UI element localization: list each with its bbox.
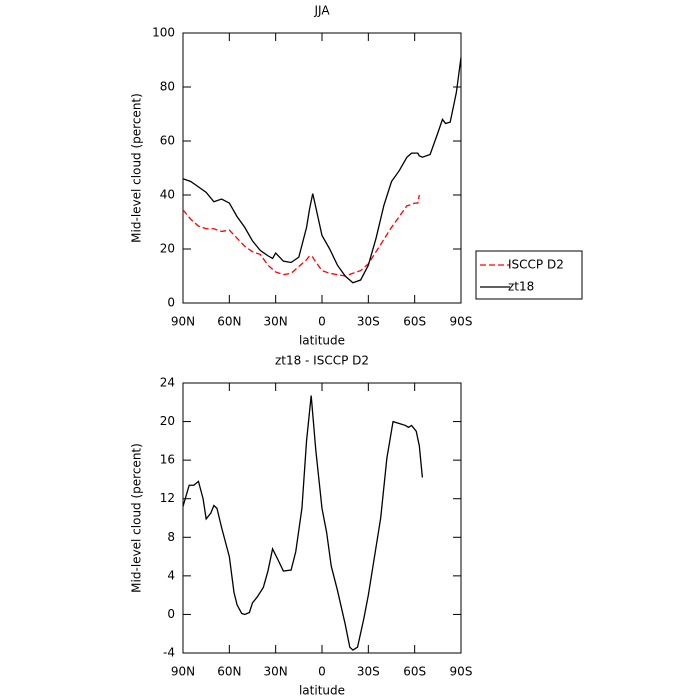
x-tick-label: 30N	[264, 665, 288, 679]
x-tick-label: 30N	[264, 315, 288, 329]
legend-label: zt18	[508, 280, 534, 294]
y-axis-label: Mid-level cloud (percent)	[130, 443, 144, 593]
x-tick-label: 60N	[217, 665, 241, 679]
x-axis-label: latitude	[299, 684, 345, 698]
series-line	[182, 395, 424, 651]
chart-title: zt18 - ISCCP D2	[275, 354, 369, 368]
series-line	[182, 194, 420, 277]
x-tick-label: 30S	[357, 315, 380, 329]
x-tick-label: 60N	[217, 315, 241, 329]
y-tick-label: 12	[160, 491, 175, 505]
y-tick-label: 4	[167, 568, 175, 582]
y-tick-label: 60	[160, 134, 175, 148]
plot-frame	[182, 382, 462, 654]
x-tick-label: 90N	[171, 315, 195, 329]
x-axis-label: latitude	[299, 334, 345, 348]
y-tick-label: 16	[160, 453, 175, 467]
x-tick-label: 60S	[403, 665, 426, 679]
y-axis-label: Mid-level cloud (percent)	[130, 93, 144, 243]
y-tick-label: 8	[167, 530, 175, 544]
x-tick-label: 90N	[171, 665, 195, 679]
y-tick-label: 20	[160, 242, 175, 256]
x-tick-label: 30S	[357, 665, 380, 679]
y-tick-label: 80	[160, 80, 175, 94]
y-tick-label: 100	[152, 26, 175, 40]
y-tick-label: 24	[160, 376, 175, 390]
plot-frame	[182, 32, 462, 304]
x-tick-label: 90S	[450, 315, 473, 329]
x-tick-label: 0	[318, 315, 326, 329]
y-tick-label: 20	[160, 414, 175, 428]
x-tick-label: 0	[318, 665, 326, 679]
chart-title: JJA	[313, 4, 330, 18]
y-tick-label: 0	[167, 607, 175, 621]
y-tick-label: 0	[167, 296, 175, 310]
legend-label: ISCCP D2	[508, 258, 564, 272]
y-tick-label: -4	[163, 646, 175, 660]
x-tick-label: 90S	[450, 665, 473, 679]
y-tick-label: 40	[160, 188, 175, 202]
x-tick-label: 60S	[403, 315, 426, 329]
legend-box	[475, 250, 583, 300]
series-line	[182, 57, 462, 284]
